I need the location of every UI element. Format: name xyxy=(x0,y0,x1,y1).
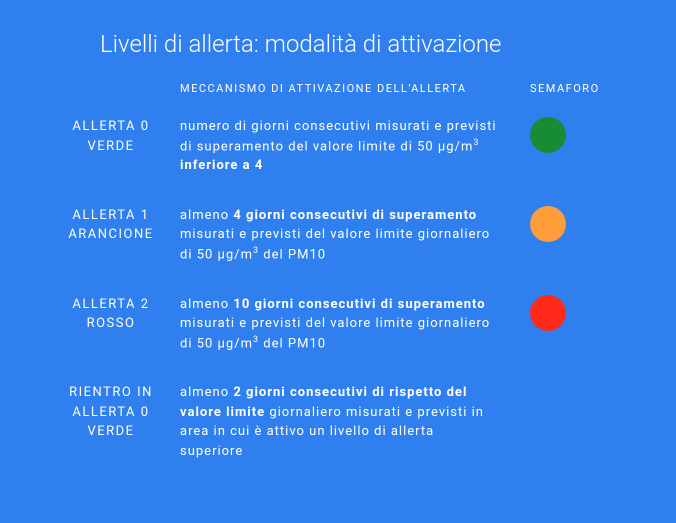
header-semaforo: SEMAFORO xyxy=(530,82,630,95)
level-mechanism: numero di giorni consecutivi misurati e … xyxy=(180,117,500,176)
page-title: Livelli di allerta: modalità di attivazi… xyxy=(100,30,636,58)
level-row-0: ALLERTA 0 VERDE numero di giorni consecu… xyxy=(60,117,636,176)
semaforo-circle-green xyxy=(530,117,566,153)
column-headers: MECCANISMO DI ATTIVAZIONE DELL'ALLERTA S… xyxy=(60,82,636,95)
level-row-3: RIENTRO IN ALLERTA 0 VERDE almeno 2 gior… xyxy=(60,383,636,461)
semaforo-circle-red xyxy=(530,295,566,331)
semaforo-cell xyxy=(530,206,630,242)
level-mechanism: almeno 4 giorni consecutivi di superamen… xyxy=(180,206,500,265)
level-mechanism: almeno 2 giorni consecutivi di rispetto … xyxy=(180,383,500,461)
level-name: ALLERTA 1 ARANCIONE xyxy=(60,206,180,245)
level-row-1: ALLERTA 1 ARANCIONE almeno 4 giorni cons… xyxy=(60,206,636,265)
level-name: ALLERTA 0 VERDE xyxy=(60,117,180,156)
level-mechanism: almeno 10 giorni consecutivi di superame… xyxy=(180,295,500,354)
semaforo-cell xyxy=(530,295,630,331)
level-name: RIENTRO IN ALLERTA 0 VERDE xyxy=(60,383,180,442)
level-row-2: ALLERTA 2 ROSSO almeno 10 giorni consecu… xyxy=(60,295,636,354)
semaforo-circle-orange xyxy=(530,206,566,242)
header-level xyxy=(60,82,180,95)
level-name: ALLERTA 2 ROSSO xyxy=(60,295,180,334)
header-mechanism: MECCANISMO DI ATTIVAZIONE DELL'ALLERTA xyxy=(180,82,500,95)
semaforo-cell xyxy=(530,117,630,153)
